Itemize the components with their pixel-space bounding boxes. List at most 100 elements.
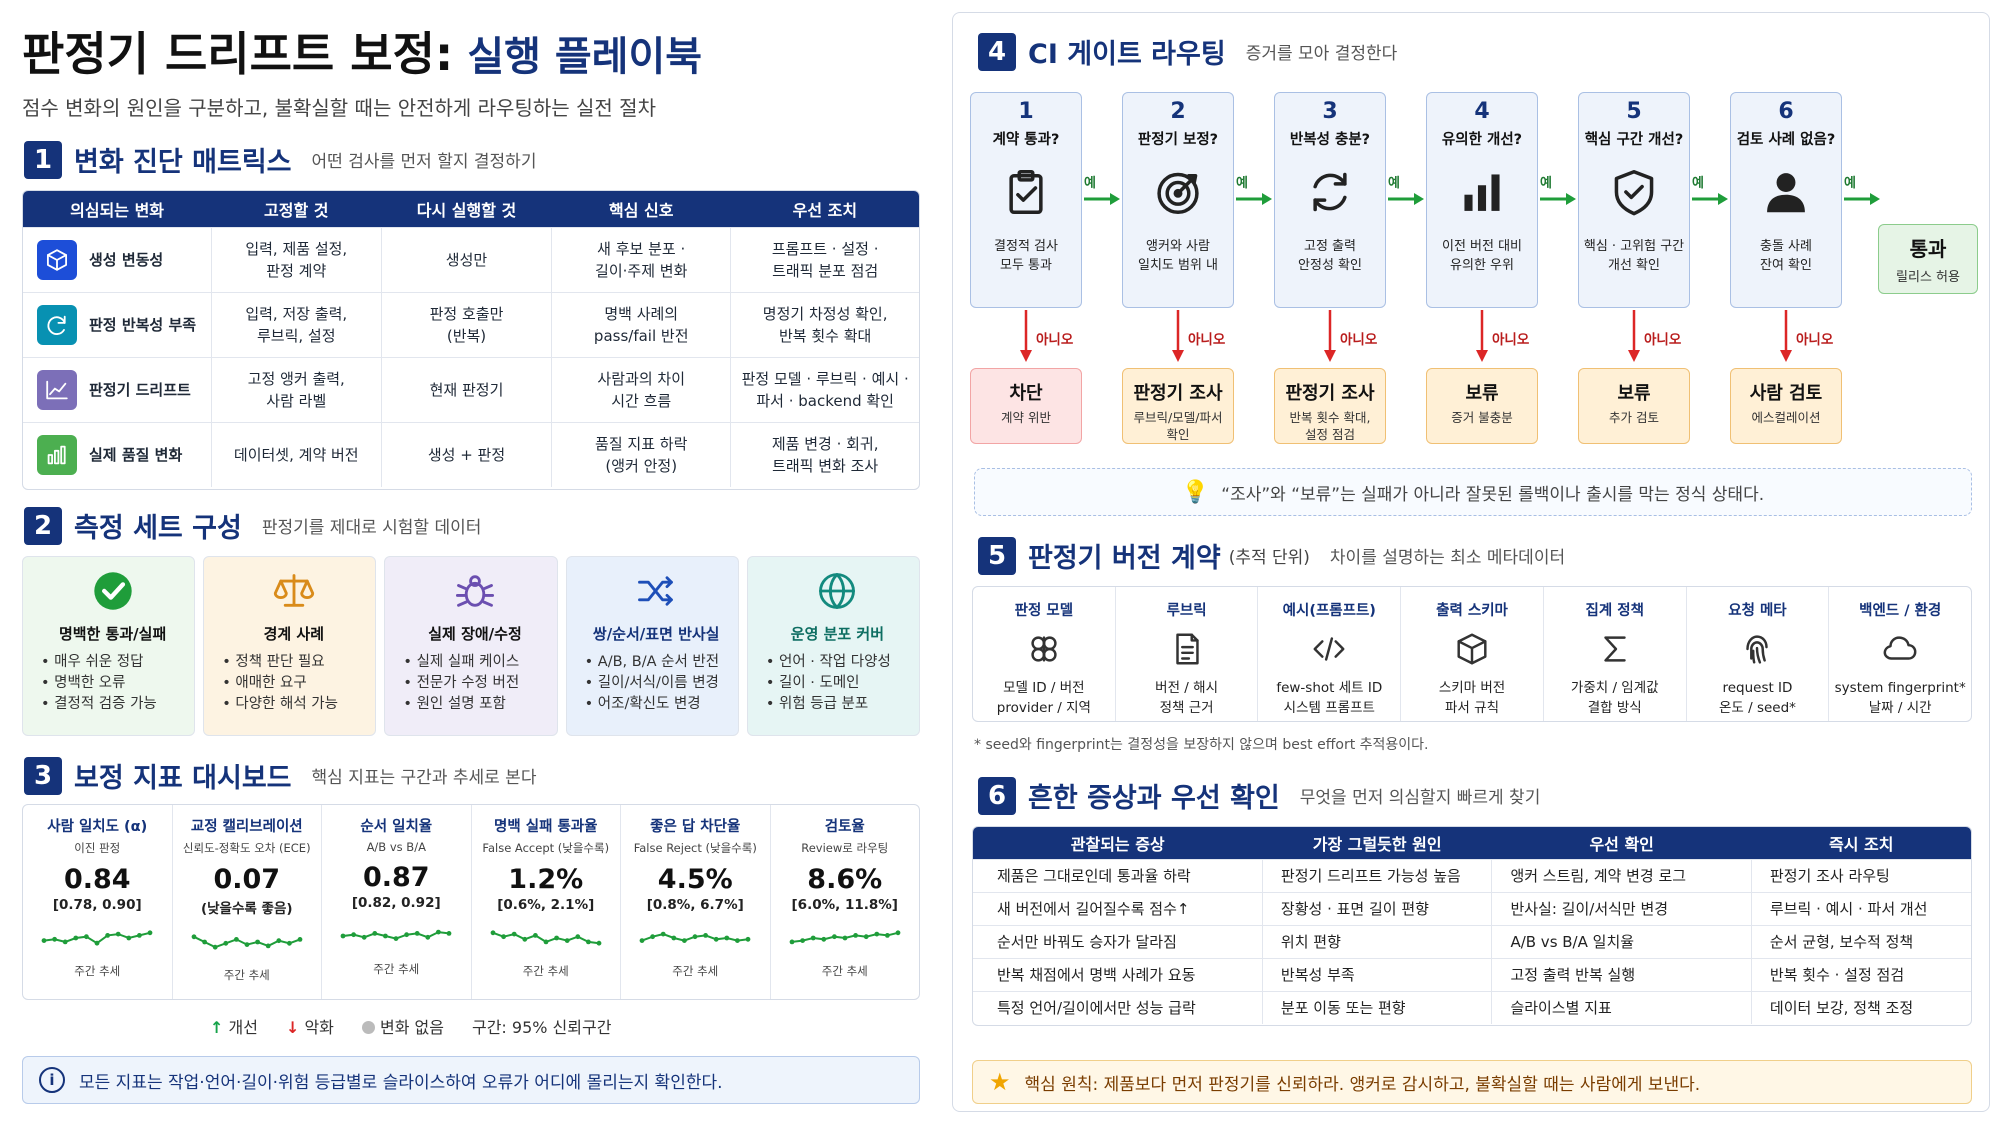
metric-ci: (낮을수록 좋음) xyxy=(200,901,293,917)
no-arrow xyxy=(1020,310,1032,366)
measurement-card: 명백한 통과/실패 • 매우 쉬운 정답 • 명백한 오류 • 결정적 검증 가능 xyxy=(22,556,196,736)
section-title: 보정 지표 대시보드 xyxy=(74,763,292,794)
card-bullet: • 길이/서식/이름 변경 xyxy=(584,675,719,691)
metric-name: 좋은 답 차단율 xyxy=(650,819,741,835)
legend-interval: 구간: 95% 신뢰구간 xyxy=(471,1018,612,1037)
star-icon: ★ xyxy=(989,1068,1011,1096)
matrix-row-label: 판정기 드리프트 xyxy=(23,357,211,422)
doc-icon xyxy=(1116,630,1258,672)
metric-ci: [0.8%, 6.7%] xyxy=(646,897,744,913)
symptom-header-cell: 우선 확인 xyxy=(1491,827,1752,859)
matrix-signal-cell: 새 후보 분포 · 길이·주제 변화 xyxy=(551,227,731,292)
metric-value: 1.2% xyxy=(508,864,584,895)
no-arrow xyxy=(1476,310,1488,366)
matrix-signal-cell: 품질 지표 하락 (앵커 안정) xyxy=(551,422,731,487)
gate-fail-desc: 계약 위반 xyxy=(1001,410,1051,425)
metric-desc: 이진 판정 xyxy=(74,841,121,855)
no-arrow xyxy=(1324,310,1336,366)
scale-icon xyxy=(222,569,365,617)
gate-step: 3 반복성 충분? 고정 출력 안정성 확인 xyxy=(1274,92,1386,308)
shuffle-icon xyxy=(585,569,728,617)
metric-ci: [0.6%, 2.1%] xyxy=(497,897,595,913)
metric-trend-label: 주간 추세 xyxy=(373,962,420,976)
no-arrow xyxy=(1628,310,1640,366)
matrix-header-cell: 다시 실행할 것 xyxy=(381,191,552,227)
card-title: 쌍/순서/표면 반사실 xyxy=(592,625,720,643)
gate-step-desc: 결정적 검사 모두 통과 xyxy=(994,239,1058,273)
metric-ci: [0.78, 0.90] xyxy=(52,897,142,913)
gate-step-desc: 충돌 사례 잔여 확인 xyxy=(1760,239,1812,273)
section-subtitle: 무엇을 먼저 의심할지 빠르게 찾기 xyxy=(1299,788,1541,808)
symptom-cell: 새 버전에서 길어질수록 점수↑ xyxy=(997,900,1190,918)
section-number: 4 xyxy=(978,32,1016,71)
section-number: 1 xyxy=(24,140,62,179)
metric-card: 검토율 Review로 라우팅 8.6% [6.0%, 11.8%] 주간 추세 xyxy=(769,805,920,999)
symptom-cell: 순서 균형, 보수적 정책 xyxy=(1750,925,1971,958)
gate-step-question: 검토 사례 없음? xyxy=(1736,132,1836,148)
symptom-row: 순서만 바꿔도 승자가 달라짐 위치 편향 A/B vs B/A 일치율 순서 균형,… xyxy=(973,925,1971,958)
symptom-cell: 데이터 보강, 정책 조정 xyxy=(1750,991,1971,1024)
card-title: 실제 장애/수정 xyxy=(428,625,522,643)
metric-name: 사람 일치도 (α) xyxy=(47,819,148,835)
fingerprint-icon xyxy=(1687,630,1829,672)
card-bullet: • 다양한 해석 가능 xyxy=(222,696,338,712)
gate-fail-desc: 에스컬레이션 xyxy=(1751,410,1821,425)
metric-card: 사람 일치도 (α) 이진 판정 0.84 [0.78, 0.90] 주간 추세 xyxy=(23,805,172,999)
contract-item-label: 백엔드 / 환경 xyxy=(1859,603,1942,619)
ci-gate-flow: 1 계약 통과? 결정적 검사 모두 통과 예 아니오 차단 계약 위반 2 판정… xyxy=(970,88,1980,458)
section-title: CI 게이트 라우팅 xyxy=(1028,39,1226,70)
metric-sparkline xyxy=(472,921,621,959)
gate-step-question: 판정기 보정? xyxy=(1137,132,1219,148)
matrix-header-cell: 고정할 것 xyxy=(211,191,382,227)
yes-arrow: 예 xyxy=(1388,172,1424,210)
card-bullet: • 실제 실패 케이스 xyxy=(403,654,520,670)
symptom-cell: 분포 이동 또는 편향 xyxy=(1261,991,1492,1024)
no-label: 아니오 xyxy=(1036,332,1074,348)
section-4-header: 4 CI 게이트 라우팅 증거를 모아 결정한다 xyxy=(978,32,1397,71)
no-label: 아니오 xyxy=(1796,332,1834,348)
gate-step-number: 5 xyxy=(1626,99,1642,124)
symptom-cell: 특정 언어/길이에서만 성능 급락 xyxy=(997,999,1196,1018)
yes-arrow: 예 xyxy=(1084,172,1120,210)
matrix-row-label: 판정 반복성 부족 xyxy=(23,292,211,357)
matrix-row: 판정기 드리프트 고정 앵커 출력, 사람 라벨 현재 판정기 사람과의 차이 시간 흐름… xyxy=(23,357,919,422)
matrix-action-cell: 프롬프트 · 설정 · 트래픽 분포 점검 xyxy=(730,227,919,292)
symptom-cell: 앵커 스트림, 계약 변경 로그 xyxy=(1491,859,1752,892)
card-title: 운영 분포 커버 xyxy=(790,625,885,643)
gate-step: 6 검토 사례 없음? 충돌 사례 잔여 확인 xyxy=(1730,92,1842,308)
gate-fail-box: 판정기 조사 루브릭/모델/파서 확인 xyxy=(1122,368,1234,444)
cycle-icon xyxy=(1275,165,1385,223)
contract-item: 요청 메타 request ID 온도 / seed* xyxy=(1685,587,1829,721)
ci-gate-note-text: “조사”와 “보류”는 실패가 아니라 잘못된 롤백이나 출시를 막는 정식 상… xyxy=(1221,484,1765,505)
card-bullet: • 정책 판단 필요 xyxy=(222,654,325,670)
section-3-header: 3 보정 지표 대시보드 핵심 지표는 구간과 추세로 본다 xyxy=(24,756,536,795)
gate-step-number: 6 xyxy=(1778,99,1794,124)
symptom-cell: 위치 편향 xyxy=(1261,925,1492,958)
gate-fail-box: 사람 검토 에스컬레이션 xyxy=(1730,368,1842,444)
matrix-header-cell: 우선 조치 xyxy=(730,191,919,227)
gate-fail-desc: 증거 불충분 xyxy=(1451,410,1513,425)
contract-item-label: 집계 정책 xyxy=(1585,603,1644,619)
contract-item: 예시(프롬프트) few-shot 세트 ID 시스템 프롬프트 xyxy=(1257,587,1400,721)
card-bullet: • A/B, B/A 순서 반전 xyxy=(584,654,720,670)
metric-value: 0.87 xyxy=(362,862,430,893)
matrix-fix-cell: 입력, 저장 출력, 루브릭, 설정 xyxy=(210,292,382,357)
metric-value: 0.07 xyxy=(213,864,281,895)
metric-value: 0.84 xyxy=(63,864,131,895)
gate-step-question: 반복성 충분? xyxy=(1289,132,1371,148)
section-number: 3 xyxy=(24,756,62,795)
metrics-dashboard: 사람 일치도 (α) 이진 판정 0.84 [0.78, 0.90] 주간 추세… xyxy=(22,804,920,1000)
symptom-cell: 판정기 조사 라우팅 xyxy=(1750,859,1971,892)
metrics-legend: ↑ 개선 ↓ 악화 변화 없음 구간: 95% 신뢰구간 xyxy=(210,1014,611,1038)
gate-step-desc: 앵커와 사람 일치도 범위 내 xyxy=(1137,239,1219,273)
symptom-cell: 반복 횟수 · 설정 점검 xyxy=(1750,958,1971,991)
legend-up: ↑ 개선 xyxy=(210,1018,258,1037)
symptom-cell: 루브릭 · 예시 · 파서 개선 xyxy=(1750,892,1971,925)
gate-step: 4 유의한 개선? 이전 버전 대비 유의한 우위 xyxy=(1426,92,1538,308)
contract-item: 출력 스키마 스키마 버전 파서 규칙 xyxy=(1400,587,1543,721)
section-title: 측정 세트 구성 xyxy=(74,513,242,544)
section-title: 변화 진단 매트릭스 xyxy=(74,147,292,178)
gate-pass-box: 통과 릴리스 허용 xyxy=(1878,224,1978,294)
metric-sparkline xyxy=(23,921,172,959)
card-bullet: • 길이 · 도메인 xyxy=(765,675,860,691)
